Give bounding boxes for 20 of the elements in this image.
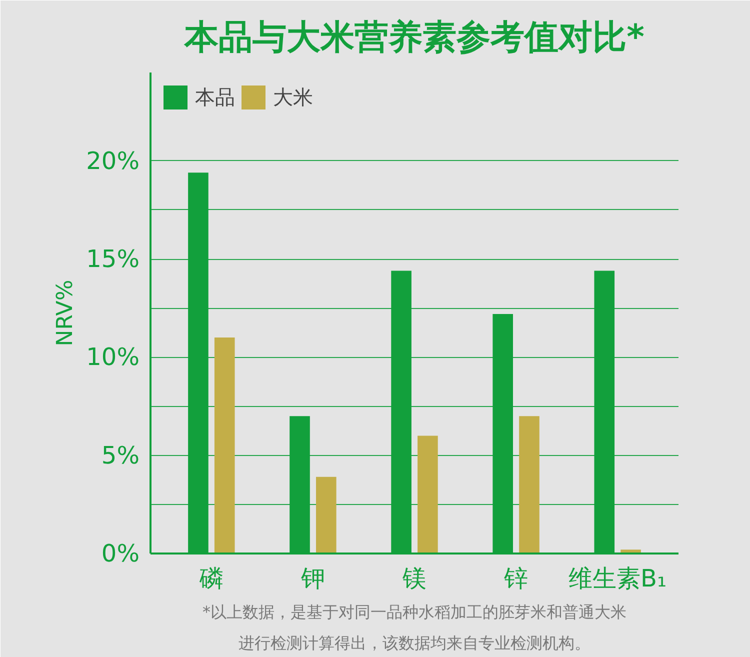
y-tick-label: 15% (86, 245, 140, 274)
bar (418, 436, 438, 554)
x-tick-label: 维生素B₁ (568, 564, 667, 592)
y-axis-title: NRV% (53, 280, 78, 346)
legend-label: 本品 (195, 84, 235, 110)
y-tick-label: 10% (86, 343, 140, 372)
y-tick-label: 20% (86, 146, 140, 175)
bar (316, 476, 336, 554)
legend-label: 大米 (273, 84, 313, 110)
x-tick-label: 磷 (198, 564, 224, 592)
text: *以上数据，是基于对同一品种水稻加工的胚芽米和普通大米 (202, 602, 626, 622)
x-tick-label: 钾 (300, 564, 325, 592)
text: 进行检测计算得出，该数据均来自专业检测机构。 (238, 634, 590, 652)
y-tick-label: 5% (101, 441, 140, 470)
x-tick-label: 镁 (402, 564, 426, 592)
y-tick-label: 0% (101, 540, 140, 568)
x-tick-label: 锌 (503, 564, 528, 592)
bar (519, 416, 540, 554)
bar (214, 338, 235, 554)
chart-title: 本品与大米营养素参考值对比* (184, 18, 645, 58)
